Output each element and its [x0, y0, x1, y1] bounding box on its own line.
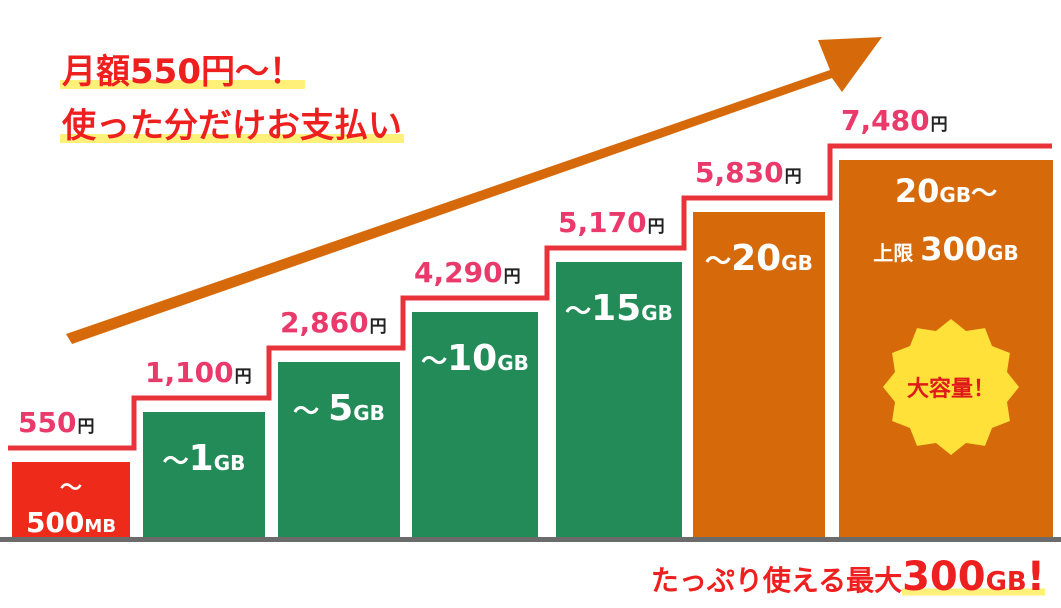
- price-label-5: 5,170円: [558, 207, 665, 243]
- capacity-tilde-4-1: 〜: [421, 347, 448, 377]
- price-label-7: 7,480円: [841, 105, 948, 141]
- capacity-label-1-2: 500MB: [12, 506, 130, 539]
- price-unit-7: 円: [930, 115, 948, 135]
- capacity-number-6-1: 20: [731, 238, 782, 279]
- bar-1: [12, 462, 130, 537]
- price-label-1: 550円: [18, 407, 94, 443]
- price-unit-2: 円: [234, 367, 252, 387]
- price-label-4: 4,290円: [414, 257, 521, 293]
- footer-amount: 300: [902, 554, 986, 600]
- capacity-number-7-1: 20: [894, 172, 940, 210]
- capacity-number-1-2: 500: [25, 506, 85, 539]
- headline-line2-text: 使った分だけお支払い: [60, 106, 404, 146]
- bar-2: [143, 412, 265, 537]
- price-unit-4: 円: [503, 267, 521, 287]
- capacity-badge-label: 大容量！: [891, 371, 1011, 403]
- footer-unit: GB: [985, 567, 1027, 597]
- bar-5: [556, 262, 682, 537]
- headline-line1-text: 月額550円〜！: [60, 52, 305, 92]
- capacity-unit-2-1: GB: [213, 451, 246, 475]
- capacity-number-7-2: 300: [920, 230, 988, 268]
- bar-4: [412, 312, 538, 537]
- price-label-3: 2,860円: [280, 307, 387, 343]
- capacity-unit-4-1: GB: [497, 351, 529, 375]
- price-value-1: 550: [18, 406, 77, 439]
- capacity-number-3-1: 5: [328, 388, 354, 429]
- price-value-6: 5,830: [695, 156, 784, 189]
- price-value-4: 4,290: [414, 256, 503, 289]
- chart-baseline: [0, 537, 1061, 542]
- capacity-label-7-2: 上限 300GB: [839, 230, 1053, 268]
- capacity-label-6-1: 〜20GB: [693, 238, 825, 279]
- capacity-text-7-2: 上限: [873, 241, 921, 265]
- capacity-unit-3-1: GB: [353, 401, 385, 425]
- capacity-number-5-1: 15: [591, 288, 642, 329]
- footer-suffix: !: [1026, 554, 1045, 600]
- capacity-unit-5-1: GB: [641, 301, 673, 325]
- capacity-label-1-1: 〜: [12, 470, 130, 502]
- price-step-line: [8, 143, 1052, 451]
- price-unit-1: 円: [77, 417, 95, 437]
- capacity-label-7-1: 20GB〜: [839, 172, 1053, 210]
- capacity-label-4-1: 〜10GB: [412, 338, 538, 379]
- capacity-number-4-1: 10: [447, 338, 498, 379]
- capacity-tilde-3-1: 〜: [293, 397, 329, 427]
- headline-line1: 月額550円〜！: [60, 52, 305, 92]
- capacity-label-2-1: 〜1GB: [143, 438, 265, 479]
- price-unit-5: 円: [647, 217, 665, 237]
- capacity-tilde-5-1: 〜: [565, 297, 592, 327]
- price-label-2: 1,100円: [145, 357, 252, 393]
- capacity-tilde-6-1: 〜: [705, 247, 732, 277]
- capacity-badge-text: 大容量！: [906, 377, 995, 402]
- footer-tagline: たっぷり使える最大300GB!: [651, 552, 1045, 607]
- capacity-tilde-7-1: 〜: [971, 179, 998, 209]
- growth-arrow: [66, 37, 882, 344]
- price-unit-3: 円: [369, 317, 387, 337]
- headline-line2: 使った分だけお支払い: [60, 106, 404, 146]
- capacity-unit-7-1: GB: [939, 183, 972, 207]
- bar-3: [278, 362, 400, 537]
- capacity-label-3-1: 〜 5GB: [278, 388, 400, 429]
- capacity-unit-7-2: GB: [987, 241, 1019, 265]
- price-value-3: 2,860: [280, 306, 369, 339]
- price-value-2: 1,100: [145, 356, 234, 389]
- capacity-unit-6-1: GB: [781, 251, 813, 275]
- capacity-badge: [883, 319, 1019, 455]
- capacity-tilde-2-1: 〜: [162, 447, 189, 477]
- capacity-unit-1-2: MB: [84, 516, 117, 537]
- price-label-6: 5,830円: [695, 157, 802, 193]
- capacity-number-2-1: 1: [188, 438, 214, 479]
- footer-prefix: たっぷり使える最大: [650, 564, 903, 597]
- price-value-5: 5,170: [558, 206, 647, 239]
- price-value-7: 7,480: [841, 104, 930, 137]
- capacity-label-5-1: 〜15GB: [556, 288, 682, 329]
- price-unit-6: 円: [784, 167, 802, 187]
- bar-6: [693, 212, 825, 537]
- capacity-tilde-1-1: 〜: [59, 476, 82, 501]
